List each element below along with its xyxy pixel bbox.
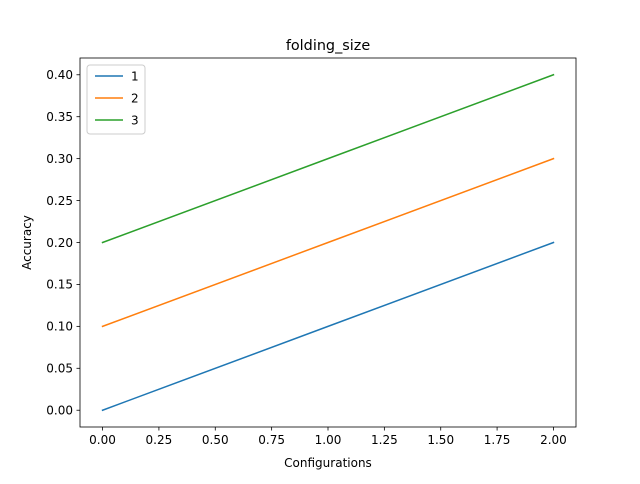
x-tick-label: 0.50 xyxy=(202,433,229,447)
series-line-1 xyxy=(101,241,555,412)
y-tick-label: 0.15 xyxy=(46,278,73,292)
y-axis-ticks: 0.00 0.05 0.10 0.15 0.20 0.25 0.30 0.35 0.40 xyxy=(46,68,80,418)
x-tick-label: 0.25 xyxy=(146,433,173,447)
legend-label-3: 3 xyxy=(131,114,139,128)
y-tick-label: 0.35 xyxy=(46,110,73,124)
legend-box xyxy=(86,64,146,135)
series-line-3 xyxy=(101,73,555,244)
x-axis-label: Configurations xyxy=(284,456,372,470)
x-tick-label: 1.00 xyxy=(315,433,342,447)
y-tick-label: 0.25 xyxy=(46,194,73,208)
x-tick-label: 2.00 xyxy=(540,433,567,447)
series-line-2 xyxy=(101,157,555,328)
x-tick-label: 0.75 xyxy=(258,433,285,447)
y-tick-label: 0.40 xyxy=(46,68,73,82)
y-tick-label: 0.30 xyxy=(46,152,73,166)
y-tick-label: 0.20 xyxy=(46,236,73,250)
y-tick-label: 0.00 xyxy=(46,404,73,418)
y-tick-label: 0.10 xyxy=(46,320,73,334)
series-layer xyxy=(101,73,555,412)
chart-title: folding_size xyxy=(286,38,371,54)
x-tick-label: 1.75 xyxy=(484,433,511,447)
x-axis-ticks: 0.00 0.25 0.50 0.75 1.00 1.25 1.50 1.75 2.00 xyxy=(89,427,567,447)
legend-label-1: 1 xyxy=(131,70,139,84)
x-tick-label: 1.25 xyxy=(371,433,398,447)
legend: 1 2 3 xyxy=(86,64,146,135)
x-tick-label: 1.50 xyxy=(427,433,454,447)
legend-label-2: 2 xyxy=(131,92,139,106)
y-axis-label: Accuracy xyxy=(20,215,34,270)
x-tick-label: 0.00 xyxy=(89,433,116,447)
y-tick-label: 0.05 xyxy=(46,362,73,376)
